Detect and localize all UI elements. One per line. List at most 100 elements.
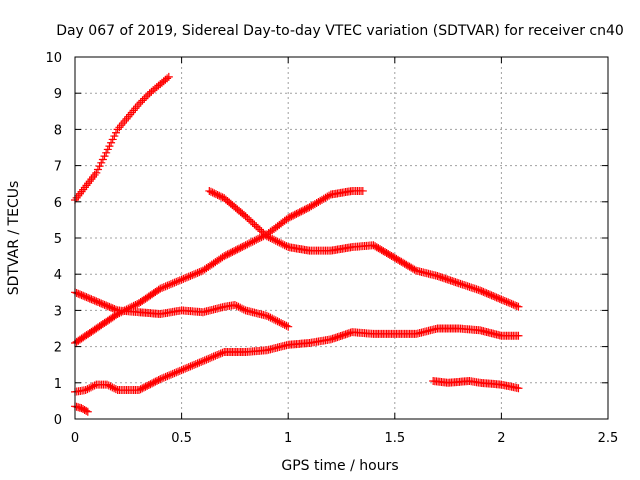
data-point <box>369 241 378 250</box>
data-point <box>184 272 193 281</box>
data-point <box>136 385 145 394</box>
data-point <box>280 320 289 329</box>
data-point <box>269 315 278 324</box>
y-tick-label: 7 <box>54 160 62 175</box>
data-marks <box>71 72 523 416</box>
data-point <box>395 256 404 265</box>
data-point <box>211 351 220 360</box>
data-point <box>512 302 521 311</box>
data-point <box>379 247 388 256</box>
data-point <box>300 205 309 214</box>
data-point <box>220 252 229 261</box>
data-point <box>246 217 255 226</box>
data-point <box>120 116 129 125</box>
data-point <box>177 275 186 284</box>
x-ticks: 0 0.5 1 1.5 2 2.5 <box>71 57 618 446</box>
data-point <box>248 237 257 246</box>
data-point <box>302 204 311 213</box>
data-point <box>87 295 96 304</box>
data-point <box>202 355 211 364</box>
data-point <box>245 215 254 224</box>
data-point <box>408 264 417 273</box>
data-point <box>278 319 287 328</box>
data-point <box>468 284 477 293</box>
data-point <box>248 218 257 227</box>
data-point <box>100 300 109 309</box>
data-point <box>124 112 133 121</box>
y-tick-label: 2 <box>54 341 62 356</box>
data-point <box>98 300 107 309</box>
data-point <box>253 223 262 232</box>
data-point <box>376 245 385 254</box>
data-point <box>181 364 190 373</box>
data-point <box>269 235 278 244</box>
data-point <box>298 206 307 215</box>
data-point <box>92 297 101 306</box>
data-point <box>103 302 112 311</box>
data-point <box>499 296 508 305</box>
data-point <box>193 268 202 277</box>
data-point <box>389 252 398 261</box>
data-point <box>289 211 298 220</box>
data-point <box>182 363 191 372</box>
data-point <box>122 114 131 123</box>
data-point <box>200 356 209 365</box>
data-point <box>172 368 181 377</box>
data-point <box>500 296 509 305</box>
series-sat-c <box>71 288 293 331</box>
data-point <box>236 243 245 252</box>
y-tick-label: 5 <box>54 232 62 247</box>
data-point <box>221 251 230 260</box>
data-point <box>460 281 469 290</box>
data-point <box>476 286 485 295</box>
data-point <box>216 192 225 201</box>
data-point <box>179 365 188 374</box>
data-point <box>494 294 503 303</box>
data-point <box>245 239 254 248</box>
data-point <box>292 209 301 218</box>
data-point <box>372 243 381 252</box>
data-point <box>174 277 183 286</box>
data-point <box>179 274 188 283</box>
data-point <box>174 367 183 376</box>
data-point <box>151 377 160 386</box>
data-point <box>467 283 476 292</box>
data-point <box>273 317 282 326</box>
data-point <box>165 371 174 380</box>
data-point <box>131 300 140 309</box>
data-point <box>482 289 491 298</box>
data-point <box>257 227 266 236</box>
data-point <box>134 100 143 109</box>
data-point <box>127 108 136 117</box>
data-point <box>461 281 470 290</box>
data-point <box>481 288 489 297</box>
data-point <box>275 318 284 327</box>
data-point <box>163 281 172 290</box>
data-point <box>136 98 145 107</box>
data-point <box>405 262 414 271</box>
data-point <box>485 290 494 299</box>
data-point <box>110 132 119 141</box>
data-point <box>463 282 472 291</box>
data-point <box>507 299 516 308</box>
data-point <box>264 233 273 242</box>
data-point <box>492 293 501 302</box>
data-point <box>165 280 174 289</box>
data-point <box>168 279 177 288</box>
data-point <box>108 383 117 392</box>
data-point <box>141 382 150 391</box>
data-point <box>505 299 514 308</box>
y-ticks: 0 1 2 3 4 5 6 7 8 9 10 <box>45 51 608 428</box>
data-point <box>90 381 99 390</box>
data-point <box>108 304 117 313</box>
data-point <box>140 94 149 103</box>
data-point <box>374 244 383 253</box>
data-point <box>377 246 386 255</box>
data-point <box>410 265 419 274</box>
data-point <box>490 292 499 301</box>
data-point <box>164 72 173 81</box>
data-point <box>105 142 114 151</box>
data-point <box>390 253 399 262</box>
y-tick-label: 6 <box>54 196 62 211</box>
